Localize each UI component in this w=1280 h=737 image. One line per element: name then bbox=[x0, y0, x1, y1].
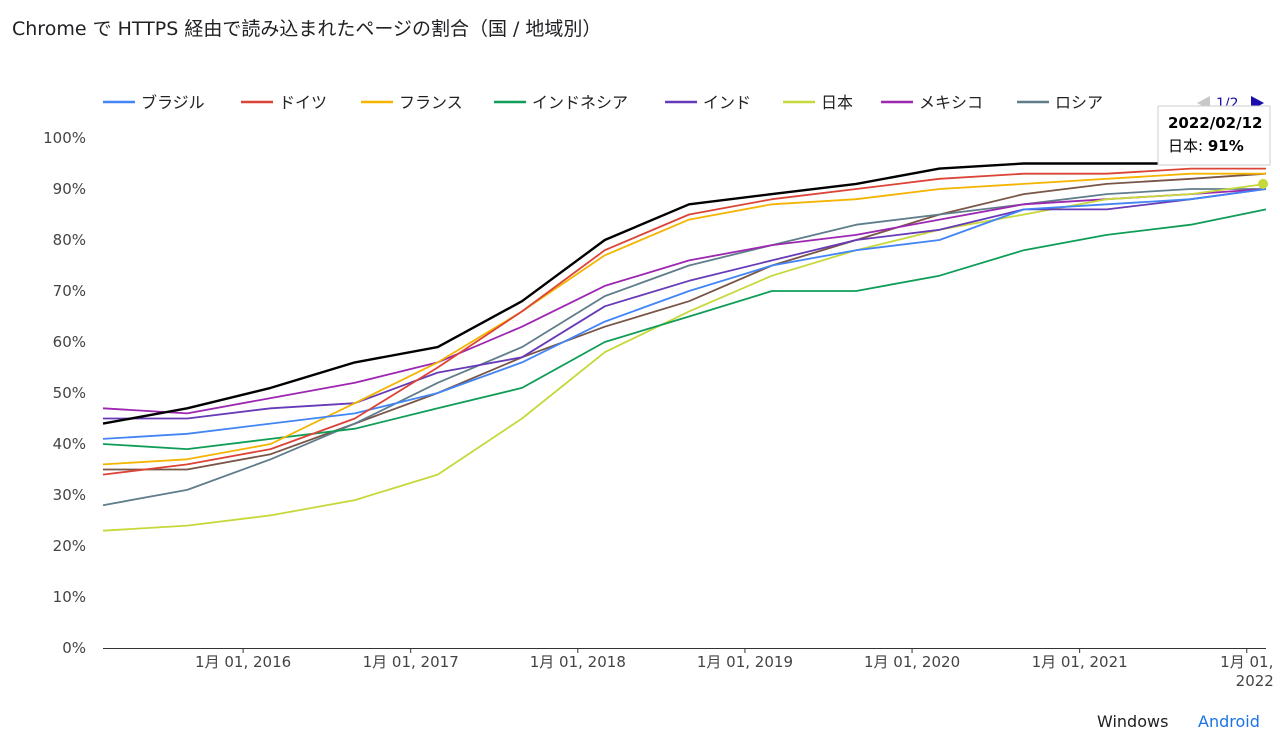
series-line-9 bbox=[103, 172, 1267, 471]
tooltip-date: 2022/02/12 bbox=[1168, 114, 1262, 132]
y-tick-label: 80% bbox=[53, 231, 86, 249]
legend-label: メキシコ bbox=[919, 93, 983, 112]
tooltip-box bbox=[1157, 105, 1271, 166]
x-tick-label: 1月 01, 2021 bbox=[1032, 653, 1128, 671]
legend-label: インド bbox=[703, 93, 751, 112]
tooltip-separator: : bbox=[1198, 137, 1208, 155]
series-line-3 bbox=[102, 208, 1267, 451]
y-tick-label: 30% bbox=[53, 486, 86, 504]
x-tick-label: 1月 01, 2019 bbox=[697, 653, 793, 671]
y-axis: 0% 10% 20% 30% 40% 50% 60% 70% 80% 90% 100% bbox=[43, 129, 86, 657]
tooltip-line: 日本: 91% bbox=[1168, 137, 1244, 155]
x-axis: 1月 01, 2016 1月 01, 2017 1月 01, 2018 1月 01, … bbox=[195, 648, 1274, 690]
x-tick-label-year: 2022 bbox=[1236, 672, 1274, 690]
legend-label: ブラジル bbox=[141, 93, 205, 112]
page-title: Chrome で HTTPS 経由で読み込まれたページの割合（国 / 地域別） bbox=[12, 18, 602, 40]
legend-label: インドネシア bbox=[532, 93, 628, 112]
series-line-6 bbox=[102, 188, 1267, 415]
y-tick-label: 60% bbox=[53, 333, 86, 351]
y-tick-label: 90% bbox=[53, 180, 86, 198]
y-tick-label: 100% bbox=[43, 129, 86, 147]
series-line-4 bbox=[103, 188, 1267, 420]
y-tick-label: 40% bbox=[53, 435, 86, 453]
legend-label: 日本 bbox=[821, 93, 853, 112]
tooltip-series: 日本 bbox=[1168, 137, 1198, 155]
series-line-0 bbox=[102, 188, 1267, 440]
platform-tab-windows[interactable]: Windows bbox=[1097, 712, 1169, 731]
series-lines bbox=[102, 162, 1267, 532]
x-tick-label: 1月 01, 2016 bbox=[195, 653, 291, 671]
hover-point bbox=[1258, 178, 1268, 189]
legend-label: ロシア bbox=[1055, 93, 1103, 112]
tooltip: 2022/02/12 日本: 91% bbox=[1157, 105, 1271, 166]
series-line-5 bbox=[102, 183, 1267, 532]
y-tick-label: 10% bbox=[53, 588, 86, 606]
y-tick-label: 20% bbox=[53, 537, 86, 555]
x-tick-label: 1月 01, 2020 bbox=[864, 653, 960, 671]
series-line-7 bbox=[102, 188, 1266, 507]
y-tick-label: 0% bbox=[62, 639, 86, 657]
tooltip-value: 91% bbox=[1208, 137, 1244, 155]
x-tick-label: 1月 01, bbox=[1220, 653, 1273, 671]
series-line-1 bbox=[102, 167, 1266, 476]
platform-tab-android[interactable]: Android bbox=[1198, 712, 1260, 731]
y-tick-label: 50% bbox=[53, 384, 86, 402]
x-tick-label: 1月 01, 2017 bbox=[363, 653, 459, 671]
series-line-8 bbox=[102, 162, 1266, 425]
x-tick-label: 1月 01, 2018 bbox=[530, 653, 626, 671]
legend-label: ドイツ bbox=[279, 93, 327, 112]
series-line-2 bbox=[102, 172, 1266, 466]
chart-legend: ブラジル ドイツ フランス インドネシア インド 日本 メキシコ ロシア bbox=[103, 93, 1103, 112]
y-tick-label: 70% bbox=[53, 282, 86, 300]
legend-label: フランス bbox=[399, 93, 463, 112]
